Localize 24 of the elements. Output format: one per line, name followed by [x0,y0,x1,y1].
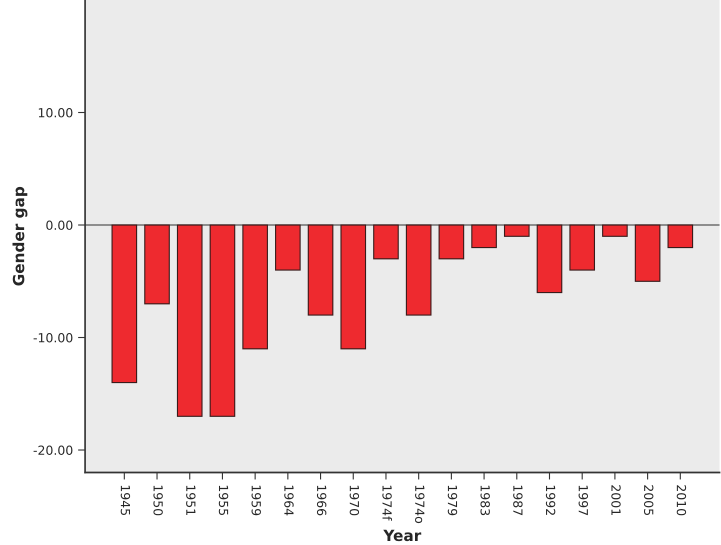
x-tick-label: 1979 [448,486,458,516]
x-axis-title: Year [383,530,422,542]
x-tick-label: 1951 [186,486,196,515]
x-tick-label: 1964 [284,486,294,516]
x-tick-label: 2001 [611,485,621,515]
x-tick-label: 1959 [252,486,261,516]
x-tick-label: 1974o [415,486,424,524]
x-tick-label: 1987 [513,486,523,516]
x-tick-label: 1992 [546,486,556,515]
y-axis-title: Gender gap [12,186,28,286]
x-tick-label: 1955 [218,486,228,516]
y-tick-label: -20.00 [34,445,72,455]
x-tick-label: 1997 [578,486,588,516]
x-tick-label: 1974f [382,486,392,521]
x-tick-label: 1950 [153,486,163,516]
x-tick-label: 2010 [676,485,686,516]
x-tick-label: 1970 [350,486,360,516]
x-tick-label: 1983 [480,486,490,516]
x-tick-label: 1945 [120,486,130,516]
y-tick-label: -10.00 [34,332,72,342]
y-tick-label: 0.00 [46,220,72,230]
y-tick-label: 10.00 [38,108,72,118]
x-tick-label: 2005 [644,485,654,516]
x-tick-label: 1966 [316,486,326,516]
